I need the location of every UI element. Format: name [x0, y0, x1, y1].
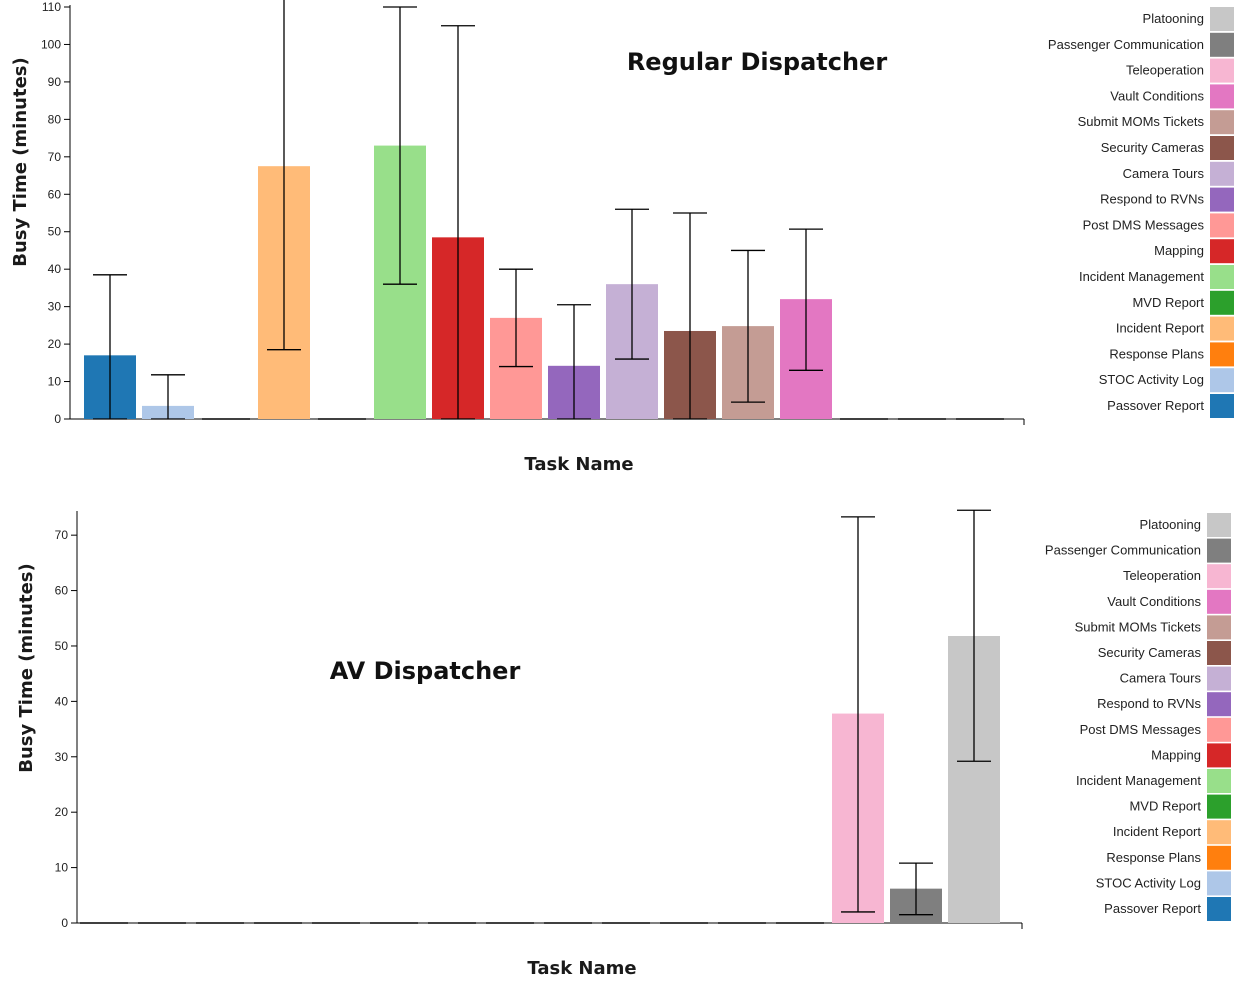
legend-label-camera-tours: Camera Tours [1123, 166, 1205, 181]
legend-label-stoc-activity-log: STOC Activity Log [1099, 372, 1204, 387]
legend-swatch-stoc-activity-log [1207, 871, 1231, 896]
x-axis-title: Task Name [527, 958, 636, 979]
legend-label-platooning: Platooning [1143, 11, 1204, 26]
legend-swatch-incident-report [1207, 820, 1231, 845]
legend-swatch-mapping [1207, 743, 1231, 768]
legend-label-passenger-communication: Passenger Communication [1045, 543, 1201, 558]
legend-swatch-mvd-report [1210, 290, 1234, 315]
legend-swatch-passenger-communication [1210, 32, 1234, 57]
legend-swatch-vault-conditions [1210, 84, 1234, 109]
legend-swatch-respond-to-rvns [1207, 692, 1231, 717]
y-tick-label: 50 [55, 639, 69, 653]
legend-label-camera-tours: Camera Tours [1120, 671, 1202, 686]
legend-label-incident-report: Incident Report [1116, 321, 1205, 336]
legend-swatch-stoc-activity-log [1210, 368, 1234, 393]
legend-swatch-incident-management [1210, 265, 1234, 289]
legend-swatch-security-cameras [1207, 641, 1231, 665]
legend-swatch-passover-report [1207, 897, 1231, 921]
y-tick-label: 40 [48, 262, 62, 276]
legend-swatch-respond-to-rvns [1210, 187, 1234, 212]
legend-label-vault-conditions: Vault Conditions [1107, 594, 1201, 609]
legend-label-submit-moms-tickets: Submit MOMs Tickets [1078, 114, 1205, 129]
y-tick-label: 0 [54, 412, 61, 426]
legend-swatch-submit-moms-tickets [1210, 110, 1234, 135]
legend-label-passover-report: Passover Report [1104, 901, 1201, 916]
legend-label-incident-management: Incident Management [1079, 269, 1204, 284]
legend-swatch-post-dms-messages [1210, 213, 1234, 238]
plot-area: 0 10 20 30 40 50 60 70 [55, 509, 1023, 930]
legend-label-teleoperation: Teleoperation [1126, 63, 1204, 78]
legend-swatch-mvd-report [1207, 794, 1231, 819]
y-tick-label: 20 [55, 805, 69, 819]
x-axis-title: Task Name [524, 454, 633, 475]
legend-swatch-passover-report [1210, 394, 1234, 418]
legend-swatch-post-dms-messages [1207, 717, 1231, 742]
y-tick-label: 100 [41, 37, 61, 51]
y-tick-label: 70 [48, 150, 62, 164]
y-tick-label: 60 [55, 584, 69, 598]
legend-label-incident-report: Incident Report [1113, 824, 1202, 839]
y-tick-label: 40 [55, 694, 69, 708]
legend-label-post-dms-messages: Post DMS Messages [1080, 722, 1202, 737]
y-tick-label: 80 [48, 112, 62, 126]
regular-dispatcher-chart: Regular Dispatcher Task Name Busy Time (… [10, 0, 1234, 475]
legend: Platooning Passenger Communication Teleope… [1048, 7, 1234, 418]
y-axis-title: Busy Time (minutes) [10, 57, 31, 266]
legend-label-mvd-report: MVD Report [1132, 295, 1204, 310]
legend-swatch-camera-tours [1210, 161, 1234, 186]
legend-label-stoc-activity-log: STOC Activity Log [1096, 875, 1201, 890]
y-tick-label: 30 [55, 750, 69, 764]
plot-area: 0 10 20 30 40 50 60 70 80 90 100 110 [41, 0, 1025, 426]
legend-swatch-incident-report [1210, 316, 1234, 341]
legend-swatch-platooning [1207, 513, 1231, 537]
legend-label-security-cameras: Security Cameras [1098, 645, 1202, 660]
av-dispatcher-chart: AV Dispatcher Task Name Busy Time (minut… [16, 509, 1231, 979]
y-tick-label: 70 [55, 528, 69, 542]
legend-label-submit-moms-tickets: Submit MOMs Tickets [1075, 619, 1202, 634]
legend-label-platooning: Platooning [1140, 517, 1201, 532]
legend-swatch-platooning [1210, 7, 1234, 31]
y-tick-label: 0 [61, 916, 68, 930]
legend-swatch-submit-moms-tickets [1207, 615, 1231, 640]
legend-swatch-response-plans [1210, 342, 1234, 367]
legend-swatch-teleoperation [1210, 58, 1234, 83]
y-tick-label: 20 [48, 337, 62, 351]
y-tick-label: 50 [48, 225, 62, 239]
legend-swatch-mapping [1210, 239, 1234, 264]
chart-title: AV Dispatcher [330, 657, 521, 685]
y-tick-label: 110 [42, 0, 61, 14]
legend-label-respond-to-rvns: Respond to RVNs [1100, 192, 1204, 207]
legend-label-incident-management: Incident Management [1076, 773, 1201, 788]
y-axis-title: Busy Time (minutes) [16, 563, 37, 772]
legend-swatch-security-cameras [1210, 136, 1234, 160]
legend-swatch-incident-management [1207, 769, 1231, 793]
legend-swatch-passenger-communication [1207, 538, 1231, 563]
chart-title: Regular Dispatcher [627, 48, 888, 76]
legend-label-passover-report: Passover Report [1107, 398, 1204, 413]
y-tick-label: 10 [48, 375, 62, 389]
legend-label-mapping: Mapping [1151, 747, 1201, 762]
legend-label-respond-to-rvns: Respond to RVNs [1097, 696, 1201, 711]
legend-label-vault-conditions: Vault Conditions [1110, 88, 1204, 103]
legend-swatch-camera-tours [1207, 666, 1231, 691]
legend-label-teleoperation: Teleoperation [1123, 568, 1201, 583]
legend-label-mapping: Mapping [1154, 243, 1204, 258]
y-tick-label: 10 [55, 861, 69, 875]
y-tick-label: 30 [48, 300, 62, 314]
legend-swatch-teleoperation [1207, 564, 1231, 589]
legend-label-response-plans: Response Plans [1109, 346, 1204, 361]
legend-label-security-cameras: Security Cameras [1101, 140, 1205, 155]
legend: Platooning Passenger Communication Teleope… [1045, 513, 1231, 921]
legend-label-post-dms-messages: Post DMS Messages [1083, 217, 1205, 232]
legend-label-passenger-communication: Passenger Communication [1048, 37, 1204, 52]
y-tick-label: 60 [48, 187, 62, 201]
legend-label-mvd-report: MVD Report [1129, 799, 1201, 814]
y-tick-label: 90 [48, 75, 62, 89]
legend-swatch-vault-conditions [1207, 589, 1231, 614]
legend-swatch-response-plans [1207, 845, 1231, 870]
legend-label-response-plans: Response Plans [1106, 850, 1201, 865]
